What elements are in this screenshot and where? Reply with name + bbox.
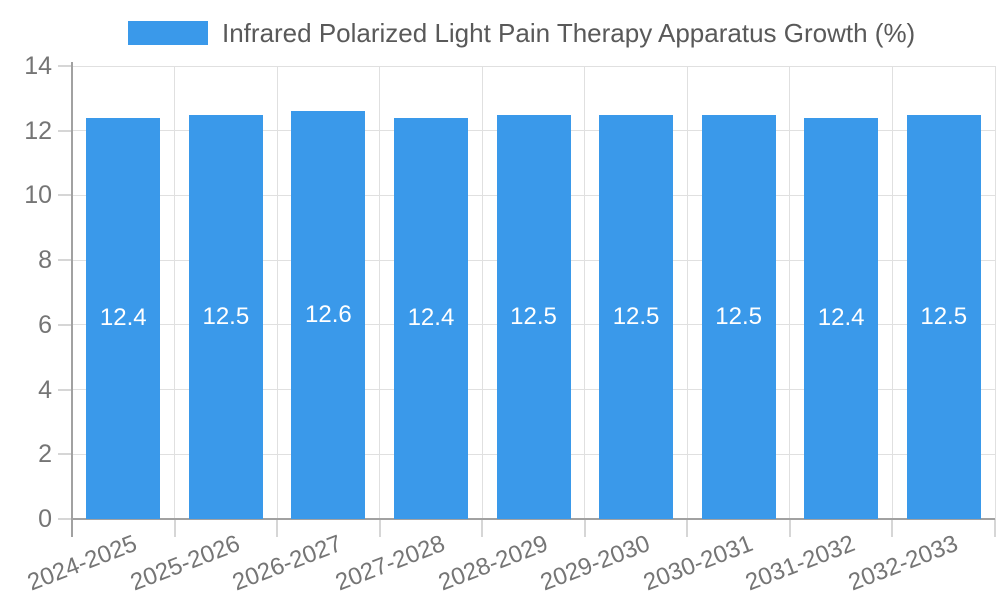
y-tick-label: 8 <box>38 246 52 275</box>
y-tick <box>58 518 72 520</box>
x-gridline <box>686 66 688 519</box>
bar <box>291 111 366 519</box>
bar-value-label: 12.5 <box>920 302 968 330</box>
y-tick-label: 14 <box>24 52 52 80</box>
x-tick <box>891 519 894 537</box>
x-tick-label: 2025-2026 <box>126 530 244 597</box>
bar-value-label: 12.4 <box>407 304 455 332</box>
legend-label: Infrared Polarized Light Pain Therapy Ap… <box>222 18 916 48</box>
bar <box>804 117 879 519</box>
y-tick <box>58 453 72 456</box>
bar-value-label: 12.4 <box>99 304 147 332</box>
bar-value-label: 12.4 <box>817 304 865 332</box>
bar-value-label: 12.5 <box>612 302 660 330</box>
y-tick-label: 10 <box>24 181 52 210</box>
x-tick-label: 2031-2032 <box>741 530 859 597</box>
x-tick-label: 2029-2030 <box>536 530 654 597</box>
bar-value-label: 12.5 <box>715 302 762 330</box>
bar <box>701 114 776 519</box>
bar-value-label: 12.5 <box>510 302 557 330</box>
x-tick <box>583 519 586 537</box>
x-tick <box>276 519 279 537</box>
y-axis-line <box>71 62 73 537</box>
x-tick <box>481 519 484 537</box>
x-gridline <box>891 66 893 519</box>
x-tick-label: 2024-2025 <box>24 530 141 597</box>
x-gridline <box>276 66 278 519</box>
x-axis-line <box>72 518 995 520</box>
x-gridline <box>174 66 176 519</box>
legend: Infrared Polarized Light Pain Therapy Ap… <box>128 18 915 48</box>
y-tick <box>58 388 72 391</box>
bar-value-label: 12.6 <box>305 301 352 329</box>
y-tick <box>58 194 72 197</box>
y-tick <box>58 323 72 326</box>
x-gridline <box>789 66 791 519</box>
y-tick-label: 6 <box>38 310 52 339</box>
y-gridline <box>72 65 995 67</box>
bar-value-label: 12.5 <box>202 302 250 330</box>
bar <box>599 114 674 519</box>
y-tick-label: 2 <box>38 440 52 469</box>
x-gridline <box>584 66 586 519</box>
x-tick <box>686 519 689 537</box>
y-tick <box>58 65 72 67</box>
x-tick <box>788 519 791 537</box>
x-gridline <box>481 66 483 519</box>
x-tick <box>378 519 381 537</box>
y-tick-label: 12 <box>24 116 52 145</box>
x-tick <box>994 519 996 537</box>
legend-swatch <box>128 21 208 45</box>
x-tick-label: 2032-2033 <box>844 530 962 597</box>
x-tick-label: 2028-2029 <box>434 530 552 597</box>
bar <box>188 114 263 519</box>
bar <box>393 117 468 519</box>
bar <box>906 114 981 519</box>
y-tick <box>58 129 72 132</box>
x-gridline <box>994 66 996 519</box>
y-tick-label: 4 <box>38 375 52 404</box>
x-gridline <box>379 66 381 519</box>
x-tick-label: 2030-2031 <box>639 530 757 597</box>
bar <box>496 114 571 519</box>
x-tick <box>173 519 176 537</box>
x-tick-label: 2027-2028 <box>331 530 449 597</box>
bar <box>86 117 161 519</box>
y-tick-label: 0 <box>38 505 52 533</box>
y-tick <box>58 259 72 262</box>
x-tick-label: 2026-2027 <box>229 530 347 597</box>
